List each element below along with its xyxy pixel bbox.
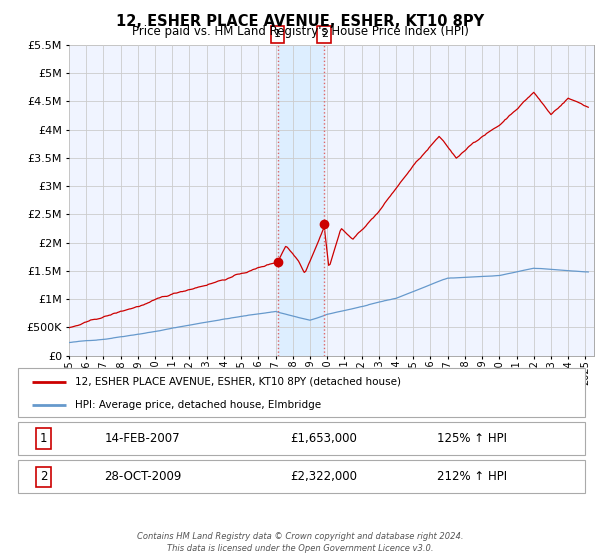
- Text: 12, ESHER PLACE AVENUE, ESHER, KT10 8PY (detached house): 12, ESHER PLACE AVENUE, ESHER, KT10 8PY …: [75, 377, 401, 387]
- Text: 2: 2: [321, 29, 328, 39]
- Bar: [278, 45, 324, 356]
- Text: 28-OCT-2009: 28-OCT-2009: [104, 470, 181, 483]
- Text: HPI: Average price, detached house, Elmbridge: HPI: Average price, detached house, Elmb…: [75, 400, 321, 410]
- Text: 1: 1: [274, 29, 281, 39]
- FancyBboxPatch shape: [18, 422, 585, 455]
- FancyBboxPatch shape: [18, 460, 585, 493]
- Text: 1: 1: [40, 432, 47, 445]
- FancyBboxPatch shape: [18, 368, 585, 417]
- Text: Contains HM Land Registry data © Crown copyright and database right 2024.
This d: Contains HM Land Registry data © Crown c…: [137, 533, 463, 553]
- Text: 12, ESHER PLACE AVENUE, ESHER, KT10 8PY: 12, ESHER PLACE AVENUE, ESHER, KT10 8PY: [116, 14, 484, 29]
- Text: £2,322,000: £2,322,000: [290, 470, 358, 483]
- Text: £1,653,000: £1,653,000: [291, 432, 358, 445]
- Text: 125% ↑ HPI: 125% ↑ HPI: [437, 432, 506, 445]
- Text: 14-FEB-2007: 14-FEB-2007: [105, 432, 181, 445]
- Text: 212% ↑ HPI: 212% ↑ HPI: [437, 470, 506, 483]
- Text: 2: 2: [40, 470, 47, 483]
- Text: Price paid vs. HM Land Registry's House Price Index (HPI): Price paid vs. HM Land Registry's House …: [131, 25, 469, 38]
